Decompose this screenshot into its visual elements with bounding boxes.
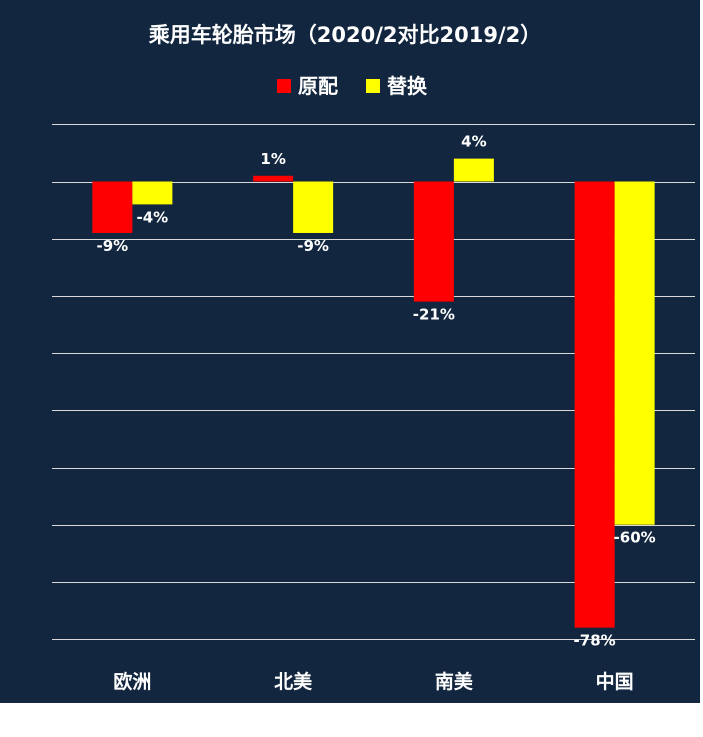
bar-replacement-2 [293, 181, 334, 233]
bar-original-2 [253, 175, 294, 182]
legend-label-replacement: 替换 [387, 74, 428, 98]
data-label-original-1: -9% [97, 237, 129, 255]
chart-title: 乘用车轮胎市场（2020/2对比2019/2） [148, 23, 541, 47]
category-label-1: 欧洲 [113, 670, 151, 693]
data-label-replacement-2: -9% [297, 237, 329, 255]
legend-swatch-original [277, 79, 291, 93]
bar-original-3 [413, 181, 454, 302]
data-label-replacement-3: 4% [461, 133, 486, 151]
bar-replacement-4 [614, 181, 655, 525]
category-label-3: 南美 [435, 670, 474, 693]
data-label-original-4: -78% [574, 632, 616, 650]
legend: 原配 替换 [277, 74, 428, 98]
category-labels: 欧洲 北美 南美 中国 [113, 670, 633, 693]
data-label-original-3: -21% [413, 306, 455, 324]
bar-replacement-3 [453, 158, 494, 182]
chart-panel: 乘用车轮胎市场（2020/2对比2019/2） 原配 替换 -9% -4% 1% -9… [0, 0, 700, 703]
chart: 乘用车轮胎市场（2020/2对比2019/2） 原配 替换 -9%-4%1%-9… [52, 23, 695, 693]
legend-label-original: 原配 [298, 74, 338, 98]
legend-swatch-replacement [366, 79, 380, 93]
bar-replacement-1 [132, 181, 173, 205]
data-label-replacement-1: -4% [137, 208, 169, 226]
data-label-replacement-4: -60% [614, 529, 656, 547]
category-label-2: 北美 [274, 670, 313, 693]
category-label-4: 中国 [596, 670, 634, 693]
data-labels: -9% -4% 1% -9% -21% 4% -78% -60% [97, 133, 656, 650]
bars [92, 158, 655, 628]
bar-original-1 [92, 181, 133, 233]
bar-original-4 [574, 181, 615, 628]
data-label-original-2: 1% [260, 150, 285, 168]
